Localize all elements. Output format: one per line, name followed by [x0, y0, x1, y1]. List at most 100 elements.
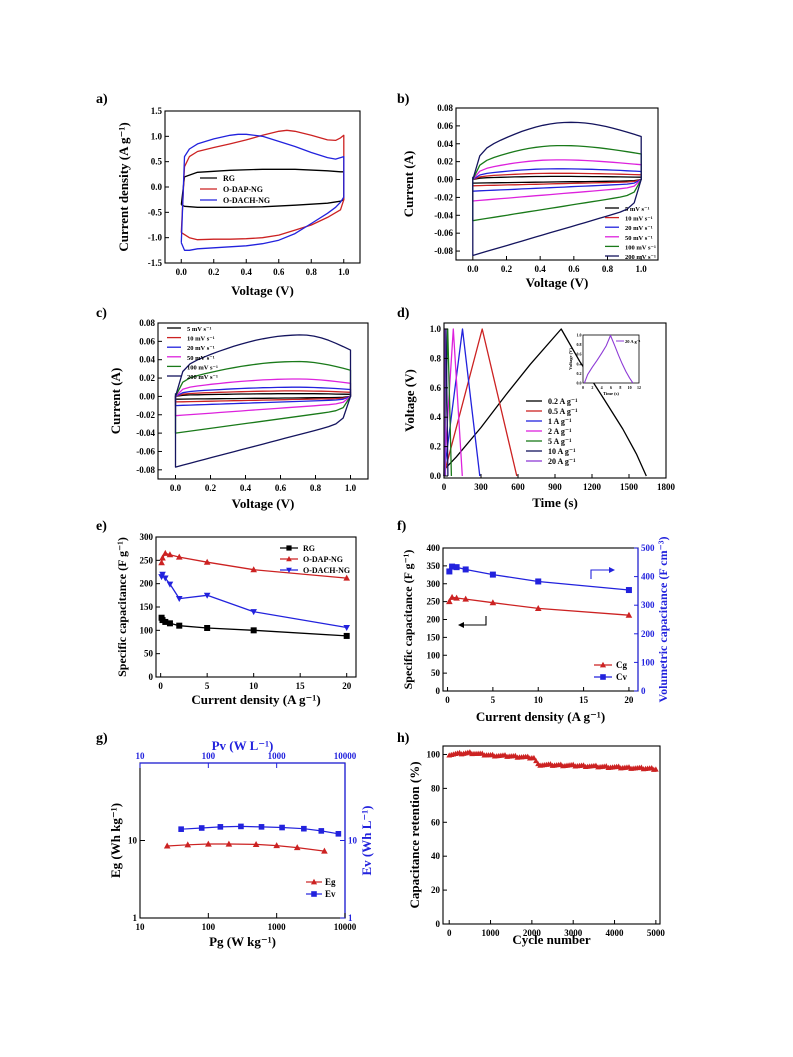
- legend-label: 20 mV s⁻¹: [625, 225, 653, 232]
- panel-label: d): [397, 306, 410, 321]
- legend-label: 5 A g⁻¹: [548, 437, 572, 446]
- legend-label: 10 mV s⁻¹: [625, 216, 653, 223]
- series-line: [472, 168, 642, 192]
- y-tick-label: 50: [431, 668, 441, 678]
- y-tick-label: 40: [431, 851, 441, 861]
- data-point: [198, 825, 205, 831]
- panel-h: h) 0 1000 2000 3000 4000 5000 0 20 40 60 80 100 Cycle…: [397, 731, 665, 947]
- data-point: [318, 828, 325, 834]
- panel-b: b) 0.0 0.2 0.4 0.6 0.8 1.0 -0.08 -0.06 -0.04 -0.02…: [397, 92, 659, 290]
- data-point: [238, 823, 244, 830]
- x2-axis-label: Pv (W L⁻¹): [212, 738, 274, 753]
- inset-legend-label: 20 A g⁻¹: [625, 339, 641, 344]
- arrow-to-right-axis: [590, 569, 611, 579]
- data-point: [203, 558, 211, 565]
- series-line: [472, 172, 642, 187]
- legend-label: 10 A g⁻¹: [548, 447, 576, 456]
- x-tick-label: 10000: [334, 922, 357, 932]
- y2-tick-label: 100: [641, 657, 655, 667]
- data-point: [446, 598, 453, 605]
- legend-label: Eg: [325, 877, 336, 887]
- y-tick-label: -0.08: [136, 465, 155, 475]
- plot-frame: [455, 107, 659, 261]
- x2-tick-label: 10: [136, 751, 146, 761]
- y-tick-label: 0.00: [139, 391, 155, 401]
- panel-label: e): [96, 519, 107, 534]
- x-tick-label: 600: [511, 482, 525, 492]
- legend-label: 5 mV s⁻¹: [187, 326, 211, 333]
- legend-label: Cg: [616, 660, 627, 670]
- data-point: [489, 599, 497, 606]
- data-point: [335, 831, 342, 837]
- series-line: [167, 843, 325, 852]
- y-tick-label: 60: [431, 817, 441, 827]
- data-point: [176, 622, 183, 629]
- y2-tick-label: 400: [641, 572, 655, 582]
- panel-a: a) 0.0 0.2 0.4 0.6 0.8 1.0 -1.5 -1.0 -0.5 0.0 0.5 1.…: [96, 92, 361, 298]
- legend-label: 50 mV s⁻¹: [625, 235, 653, 242]
- data-point: [489, 571, 496, 578]
- data-point: [162, 575, 169, 582]
- arrow-head: [609, 567, 615, 573]
- y-tick-label: -0.02: [434, 192, 453, 202]
- y-tick-label: 0.04: [437, 139, 453, 149]
- data-point: [625, 587, 632, 594]
- y-tick-label: 0.08: [437, 103, 453, 113]
- inset-y-tick-label: 0.6: [577, 352, 582, 357]
- x-tick-label: 1500: [620, 482, 639, 492]
- x-tick-label: 0.0: [176, 267, 188, 277]
- panel-label: g): [96, 731, 108, 746]
- y-tick-label: 100: [140, 625, 154, 635]
- y-tick-label: -0.04: [136, 428, 155, 438]
- x2-tick-label: 10000: [334, 751, 357, 761]
- inset-x-tick-label: 12: [637, 385, 641, 390]
- y-axis-label: Current density (A g⁻¹): [116, 122, 131, 251]
- data-point: [533, 757, 539, 764]
- y-tick-label: 0.4: [430, 412, 442, 422]
- data-point: [217, 824, 224, 830]
- legend-marker: [286, 545, 292, 551]
- y-tick-label: 0: [149, 672, 154, 682]
- y-axis-label: Current (A): [108, 368, 123, 435]
- y-tick-label: -0.06: [136, 446, 155, 456]
- legend-marker: [310, 878, 318, 885]
- x-tick-label: 15: [579, 695, 589, 705]
- y2-axis-label: Ev (Wh L⁻¹): [359, 806, 374, 876]
- data-point: [258, 824, 265, 830]
- y-tick-label: -0.06: [434, 228, 453, 238]
- x-tick-label: 1.0: [338, 267, 350, 277]
- panel-label: a): [96, 92, 108, 107]
- y-axis-label: Current (A): [401, 151, 416, 218]
- y2-tick-label: 300: [641, 600, 655, 610]
- y-tick-label: 0.0: [151, 182, 163, 192]
- series-line: [160, 573, 347, 629]
- inset-x-tick-label: 2: [591, 385, 593, 390]
- series-line: [174, 386, 352, 407]
- data-point: [301, 825, 307, 832]
- data-point: [279, 824, 285, 831]
- y-tick-label: 0.08: [139, 318, 155, 328]
- x-tick-label: 1200: [583, 482, 602, 492]
- data-point: [159, 554, 166, 561]
- x-axis-label: Current density (A g⁻¹): [191, 692, 320, 707]
- series-line: [472, 121, 642, 257]
- y-tick-label: 0.06: [437, 121, 453, 131]
- data-point: [653, 766, 659, 772]
- data-point: [453, 564, 460, 571]
- x-tick-label: 2000: [523, 928, 542, 938]
- x-axis-label: Time (s): [532, 495, 578, 510]
- data-point: [166, 620, 173, 627]
- y-tick-label: 100: [427, 650, 441, 660]
- series-line: [448, 596, 629, 616]
- data-point: [252, 840, 260, 847]
- series-line: [443, 328, 647, 477]
- data-point: [158, 559, 165, 566]
- y-tick-label: 200: [140, 579, 154, 589]
- y-tick-label: -1.0: [148, 233, 163, 243]
- x-axis-label: Voltage (V): [231, 283, 294, 298]
- x-tick-label: 1000: [482, 928, 501, 938]
- data-point: [448, 593, 456, 600]
